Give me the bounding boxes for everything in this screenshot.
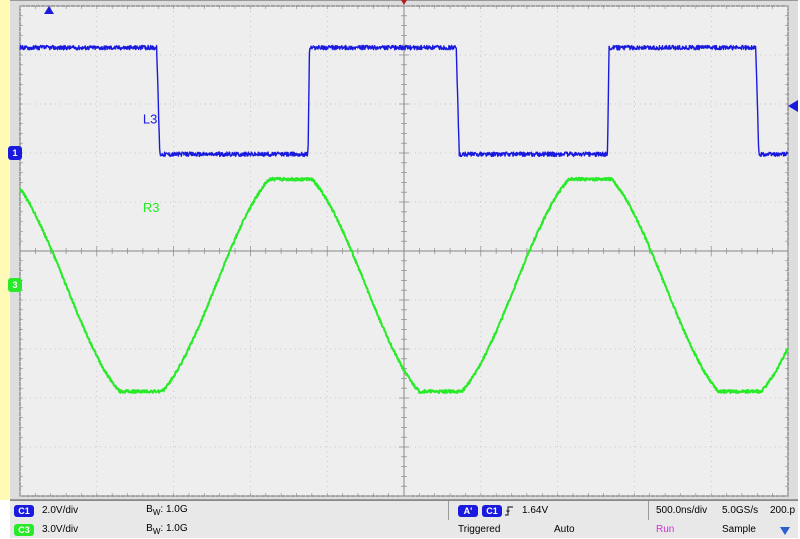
svg-text:R3: R3 [143, 200, 160, 215]
ch3-badge[interactable]: C3 [14, 524, 34, 536]
status-row-1: C1 2.0V/div BW: 1.0G A' C1 1.64V 500.0ns… [10, 501, 798, 520]
edge-icon [504, 505, 514, 517]
ch1-marker-num: 1 [12, 148, 17, 158]
divider-1 [448, 501, 449, 520]
ch3-vdiv: 3.0V/div [38, 524, 82, 535]
aux-badge[interactable]: A' [458, 505, 478, 517]
acq-mode: Auto [550, 524, 579, 535]
status-bar: C1 2.0V/div BW: 1.0G A' C1 1.64V 500.0ns… [10, 500, 798, 538]
trigger-time-marker [398, 0, 410, 5]
bw-label-2: BW: [146, 523, 163, 534]
ch1-vdiv: 2.0V/div [38, 505, 82, 516]
timebase: 500.0ns/div [652, 505, 711, 516]
divider-2 [648, 501, 649, 520]
trigger-source-badge[interactable]: C1 [482, 505, 502, 517]
scope-svg: L3 R3 [10, 1, 798, 501]
status-row-2: C3 3.0V/div BW: 1.0G Triggered Auto Run … [10, 520, 798, 539]
ch1-badge[interactable]: C1 [14, 505, 34, 517]
ch1-zero-marker: 1 [8, 146, 22, 160]
ch3-marker-num: 3 [12, 280, 17, 290]
acq-sample-mode: Sample [718, 524, 760, 535]
ch3-bw: BW: 1.0G [142, 523, 191, 536]
acq-state: Triggered [454, 524, 504, 535]
ch1-bw: BW: 1.0G [142, 504, 191, 517]
trigger-level: 1.64V [518, 505, 552, 516]
svg-text:L3: L3 [143, 112, 157, 127]
trigger-level-marker [788, 100, 798, 112]
run-state[interactable]: Run [652, 524, 678, 535]
left-strip [0, 0, 10, 500]
scope-plot-area: 1 3 L3 R3 [10, 0, 798, 500]
sample-rate: 5.0GS/s [718, 505, 762, 516]
ch3-zero-marker: 3 [8, 278, 22, 292]
dropdown-icon[interactable] [780, 527, 790, 535]
bw-label: BW: [146, 504, 163, 515]
record-len: 200.p [766, 505, 799, 516]
